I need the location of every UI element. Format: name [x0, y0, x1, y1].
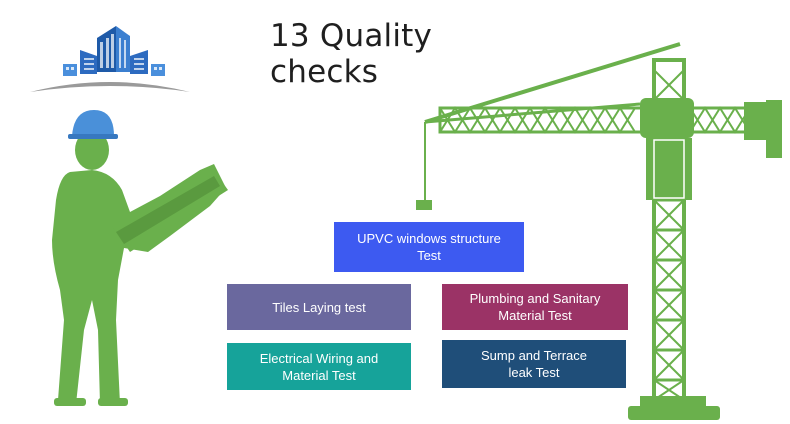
card-electrical-wiring: Electrical Wiring and Material Test — [227, 343, 411, 390]
card-sump-terrace: Sump and Terrace leak Test — [442, 340, 626, 388]
worker-icon — [52, 130, 228, 406]
card-upvc-windows: UPVC windows structure Test — [334, 222, 524, 272]
card-tiles-laying: Tiles Laying test — [227, 284, 411, 330]
helmet-icon — [68, 110, 118, 139]
crane-mast-window — [653, 139, 685, 199]
page-title: 13 Quality checks — [270, 18, 433, 90]
card-plumbing-sanitary: Plumbing and Sanitary Material Test — [442, 284, 628, 330]
city-logo-icon — [30, 26, 190, 92]
